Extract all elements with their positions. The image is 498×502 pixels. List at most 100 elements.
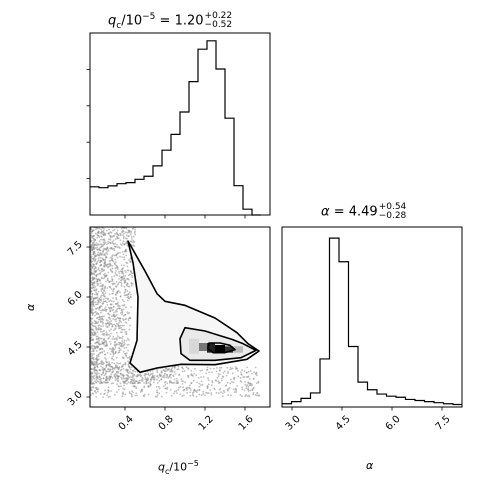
- joint-sample-point: [105, 323, 107, 325]
- joint-sample-point: [131, 275, 133, 277]
- joint-sample-point: [108, 238, 110, 240]
- joint-sample-point: [99, 270, 101, 272]
- joint-sample-point: [95, 396, 97, 398]
- joint-sample-point: [246, 395, 248, 397]
- joint-sample-point: [110, 235, 112, 237]
- joint-sample-point: [209, 389, 211, 391]
- joint-sample-point: [218, 392, 220, 394]
- joint-sample-point: [207, 367, 209, 369]
- joint-sample-point: [119, 275, 121, 277]
- joint-sample-point: [94, 390, 96, 392]
- joint-sample-point: [186, 389, 188, 391]
- joint-sample-point: [129, 286, 131, 288]
- joint-sample-point: [118, 385, 120, 387]
- joint-sample-point: [92, 358, 94, 360]
- joint-sample-point: [147, 378, 149, 380]
- q-title-scale: /10: [121, 14, 142, 29]
- joint-sample-point: [108, 281, 110, 283]
- joint-sample-point: [103, 234, 105, 236]
- joint-sample-point: [224, 391, 226, 393]
- joint-sample-point: [99, 363, 101, 365]
- joint-sample-point: [123, 384, 125, 386]
- joint-sample-point: [149, 385, 151, 387]
- joint-sample-point: [128, 344, 130, 346]
- joint-sample-point: [181, 395, 183, 397]
- joint-sample-point: [200, 376, 202, 378]
- q-histogram-title: qc/10−5 = 1.20+0.22−0.52: [108, 12, 232, 31]
- alpha-title-equals: =: [330, 205, 349, 220]
- joint-sample-point: [104, 354, 106, 356]
- joint-sample-point: [199, 389, 201, 391]
- joint-sample-point: [103, 315, 105, 317]
- joint-sample-point: [241, 369, 243, 371]
- joint-sample-point: [199, 386, 201, 388]
- joint-sample-point: [95, 292, 97, 294]
- joint-sample-point: [95, 270, 97, 272]
- joint-sample-point: [91, 363, 93, 365]
- joint-sample-point: [247, 383, 249, 385]
- joint-sample-point: [115, 338, 117, 340]
- joint-sample-point: [119, 239, 121, 241]
- joint-sample-point: [150, 373, 152, 375]
- joint-sample-point: [182, 383, 184, 385]
- joint-sample-point: [95, 361, 97, 363]
- joint-sample-point: [109, 348, 111, 350]
- joint-sample-point: [110, 333, 112, 335]
- joint-sample-point: [216, 377, 218, 379]
- joint-sample-point: [102, 325, 104, 327]
- joint-sample-point: [110, 237, 112, 239]
- joint-sample-point: [117, 252, 119, 254]
- joint-sample-point: [193, 380, 195, 382]
- joint-sample-point: [131, 396, 133, 398]
- joint-sample-point: [231, 381, 233, 383]
- joint-sample-point: [208, 371, 210, 373]
- joint-sample-point: [174, 371, 176, 373]
- joint-sample-point: [102, 396, 104, 398]
- joint-sample-point: [121, 365, 123, 367]
- alpha-title-minus-error: −0.28: [379, 212, 407, 221]
- joint-sample-point: [97, 389, 99, 391]
- joint-sample-point: [112, 336, 114, 338]
- joint-sample-point: [111, 371, 113, 373]
- q-title-exponent: −5: [142, 12, 155, 22]
- joint-sample-point: [91, 389, 93, 391]
- joint-sample-point: [93, 251, 95, 253]
- joint-sample-point: [108, 325, 110, 327]
- joint-sample-point: [117, 257, 119, 259]
- joint-sample-point: [130, 231, 132, 233]
- joint-sample-point: [92, 286, 94, 288]
- joint-sample-point: [233, 388, 235, 390]
- joint-sample-point: [123, 347, 125, 349]
- joint-sample-point: [106, 344, 108, 346]
- joint-sample-point: [96, 331, 98, 333]
- joint-sample-point: [126, 331, 128, 333]
- joint-sample-point: [115, 238, 117, 240]
- joint-sample-point: [182, 368, 184, 370]
- joint-sample-point: [156, 379, 158, 381]
- joint-sample-point: [182, 371, 184, 373]
- joint-sample-point: [116, 244, 118, 246]
- joint-sample-point: [121, 285, 123, 287]
- joint-sample-point: [109, 310, 111, 312]
- joint-plot-area: [89, 226, 260, 398]
- joint-sample-point: [234, 391, 236, 393]
- joint-sample-point: [130, 379, 132, 381]
- joint-sample-point: [109, 293, 111, 295]
- joint-sample-point: [220, 391, 222, 393]
- joint-sample-point: [126, 294, 128, 296]
- joint-sample-point: [124, 363, 126, 365]
- joint-sample-point: [127, 374, 129, 376]
- joint-sample-point: [127, 290, 129, 292]
- joint-sample-point: [126, 235, 128, 237]
- joint-sample-point: [170, 389, 172, 391]
- joint-sample-point: [129, 317, 131, 319]
- joint-sample-point: [102, 333, 104, 335]
- joint-sample-point: [111, 358, 113, 360]
- joint-sample-point: [226, 367, 228, 369]
- joint-sample-point: [118, 389, 120, 391]
- joint-sample-point: [98, 252, 100, 254]
- joint-sample-point: [120, 370, 122, 372]
- joint-sample-point: [215, 380, 217, 382]
- joint-sample-point: [100, 235, 102, 237]
